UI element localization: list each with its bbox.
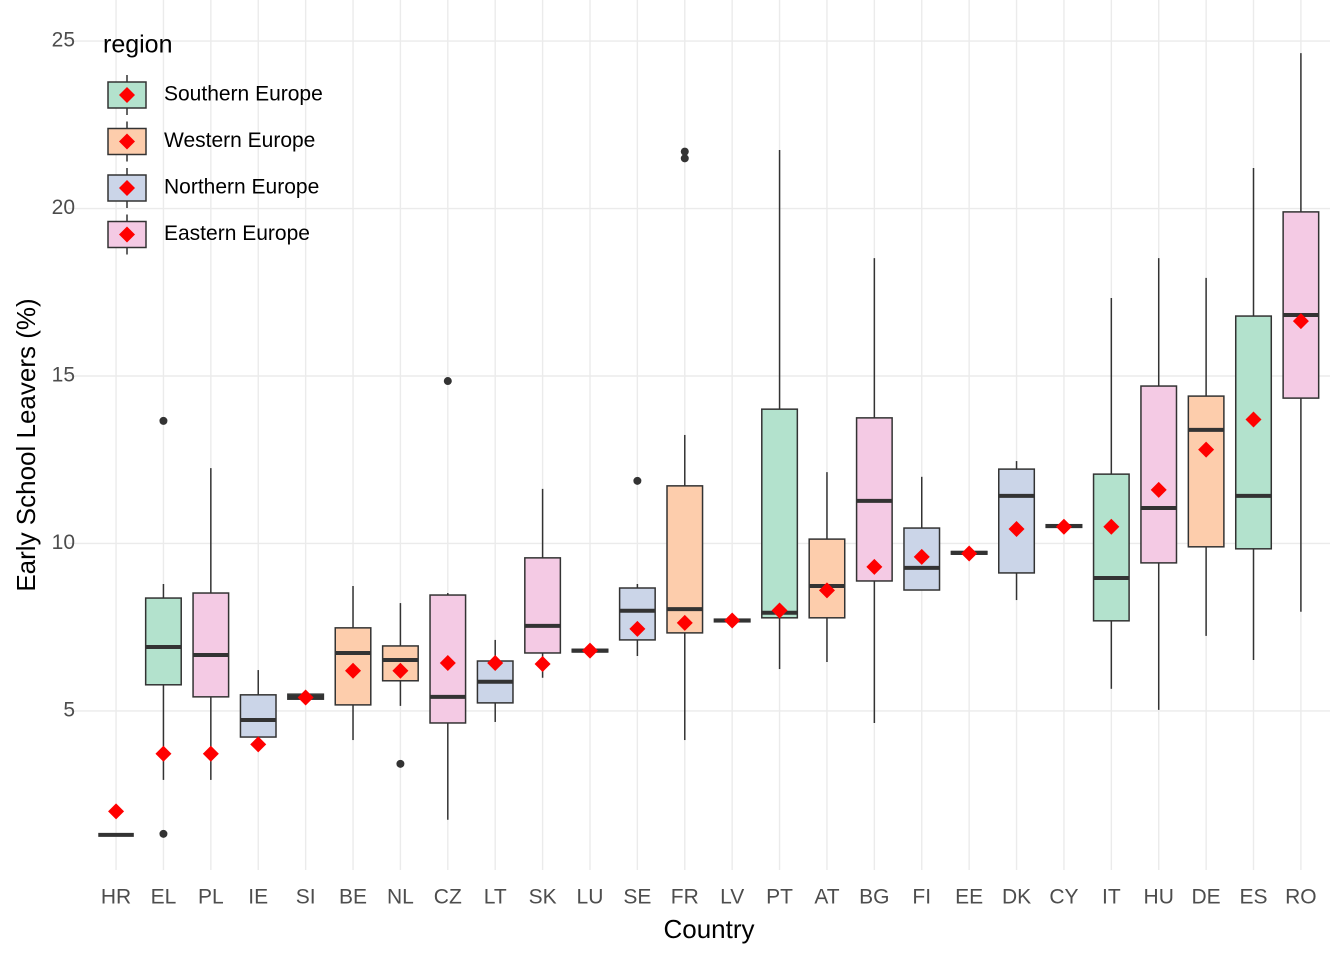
box xyxy=(524,557,562,654)
mean-marker xyxy=(119,180,135,196)
outlier xyxy=(159,416,168,425)
mean-marker xyxy=(581,642,598,659)
x-tick-label: DE xyxy=(1192,886,1221,909)
x-tick-label: SE xyxy=(623,886,651,909)
mean-marker xyxy=(1245,411,1262,428)
y-tick-label: 15 xyxy=(52,364,75,387)
outlier xyxy=(396,759,405,768)
box xyxy=(1092,473,1130,622)
mean-marker xyxy=(534,656,551,673)
outlier xyxy=(633,476,642,485)
mean-marker xyxy=(119,87,135,103)
mean-marker xyxy=(119,226,135,243)
x-tick-label: EE xyxy=(955,886,983,909)
legend-label: Western Europe xyxy=(164,129,315,152)
x-tick-label: AT xyxy=(814,886,839,909)
x-tick-label: CY xyxy=(1049,886,1078,909)
y-tick-label: 10 xyxy=(52,531,75,554)
box xyxy=(1234,315,1273,550)
legend-title: region xyxy=(103,31,173,59)
x-tick-label: BE xyxy=(339,886,367,909)
x-tick-label: CZ xyxy=(434,886,462,909)
y-tick-label: 5 xyxy=(63,698,75,721)
box xyxy=(239,694,277,738)
box xyxy=(808,538,846,619)
mean-marker xyxy=(1150,481,1167,498)
outlier xyxy=(680,154,689,163)
x-tick-label: IE xyxy=(248,886,268,909)
x-tick-label: IT xyxy=(1102,886,1121,909)
mean-marker xyxy=(250,736,267,753)
mean-marker xyxy=(676,614,693,631)
y-axis-title: Early School Leavers (%) xyxy=(11,298,41,591)
mean-marker xyxy=(297,689,314,706)
plot xyxy=(98,53,1320,838)
box xyxy=(144,597,182,686)
x-tick-label: NL xyxy=(387,886,414,909)
x-tick-label: RO xyxy=(1285,886,1317,909)
x-tick-label: SK xyxy=(529,886,557,909)
mean-marker xyxy=(108,803,125,820)
x-tick-label: SI xyxy=(296,886,316,909)
x-tick-label: BG xyxy=(859,886,889,909)
mean-marker xyxy=(202,745,219,762)
mean-marker xyxy=(439,655,456,672)
mean-marker xyxy=(771,602,788,619)
mean-marker xyxy=(818,582,835,599)
mean-marker xyxy=(724,612,741,629)
legend-label: Eastern Europe xyxy=(164,222,310,245)
mean-marker xyxy=(155,745,172,762)
x-tick-label: HU xyxy=(1144,886,1174,909)
mean-marker xyxy=(913,548,930,565)
mean-marker xyxy=(1292,313,1309,330)
mean-marker xyxy=(961,545,978,562)
outlier xyxy=(680,147,689,156)
mean-marker xyxy=(392,662,409,679)
mean-marker xyxy=(1055,518,1072,535)
mean-marker xyxy=(487,655,504,672)
box xyxy=(1187,395,1225,548)
x-tick-label: DK xyxy=(1002,886,1031,909)
legend-label: Northern Europe xyxy=(164,176,319,199)
x-tick-label: EL xyxy=(151,886,177,909)
mean-marker xyxy=(1008,521,1025,538)
mean-marker xyxy=(345,662,362,679)
outlier xyxy=(443,377,452,386)
x-tick-label: HR xyxy=(101,886,131,909)
x-tick-label: LT xyxy=(484,886,507,909)
x-tick-label: LV xyxy=(720,886,744,909)
mean-marker xyxy=(866,558,883,575)
mean-marker xyxy=(119,133,135,150)
x-tick-label: PT xyxy=(766,886,793,909)
x-tick-label: LU xyxy=(577,886,604,909)
x-tick-label: PL xyxy=(198,886,224,909)
mean-marker xyxy=(1198,441,1215,458)
x-axis-title: Country xyxy=(663,914,754,944)
x-tick-label: FR xyxy=(671,886,699,909)
y-tick-label: 20 xyxy=(52,196,75,219)
x-tick-label: FI xyxy=(912,886,931,909)
box xyxy=(1140,385,1178,564)
box xyxy=(998,468,1036,574)
legend-key xyxy=(107,220,147,249)
legend: region Southern Europe Western Europe Nort… xyxy=(103,31,323,255)
outlier xyxy=(159,829,168,838)
mean-marker xyxy=(629,620,646,637)
box xyxy=(1282,211,1320,399)
box xyxy=(192,592,230,698)
mean-marker xyxy=(1103,518,1120,535)
y-tick-label: 25 xyxy=(52,29,75,52)
legend-label: Southern Europe xyxy=(164,83,323,106)
x-tick-label: ES xyxy=(1240,886,1268,909)
box xyxy=(761,408,799,619)
